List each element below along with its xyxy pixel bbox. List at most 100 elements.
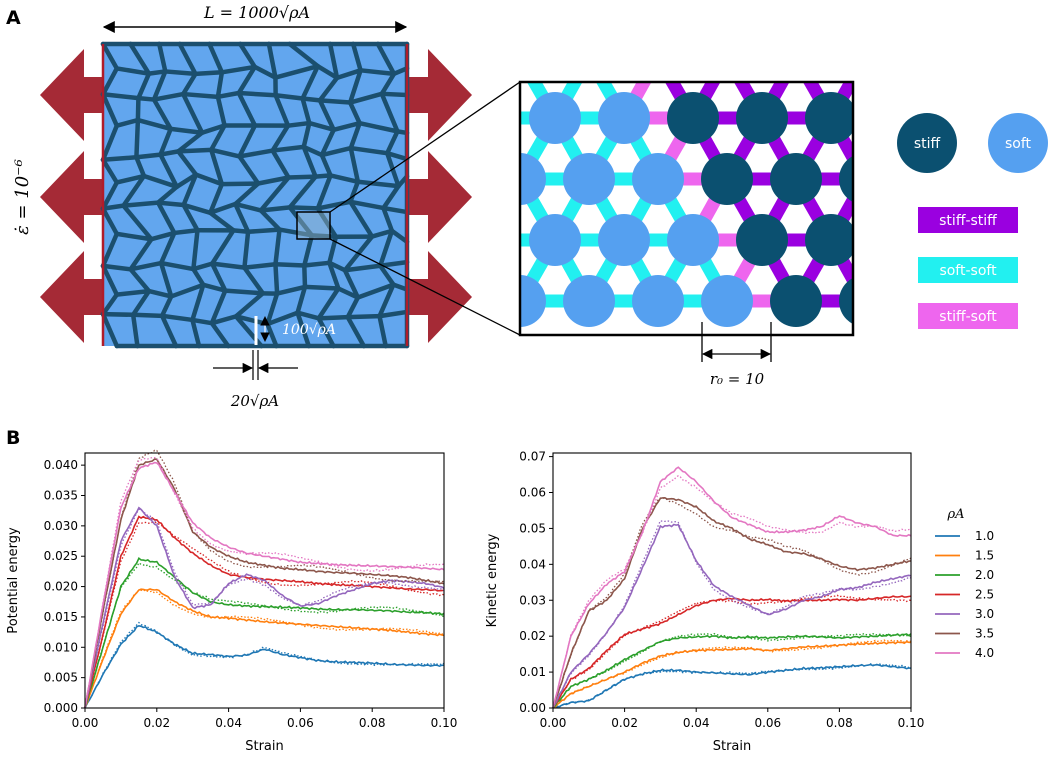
legend-label-3.0: 3.0 [975,607,994,621]
grain-boundary [180,91,205,135]
grain-boundary [301,120,312,150]
length-label: L = 1000√ρA [203,3,310,22]
lattice-bond [520,287,526,301]
grain-boundary [114,231,154,242]
grain-boundary [381,183,401,211]
grain-boundary [327,41,340,81]
grain-boundary [100,206,120,237]
grain-boundary [215,70,225,100]
grain-boundary [357,120,400,134]
grain-boundary [328,173,361,185]
stiff-atom [667,92,719,144]
grain-boundary [135,117,173,132]
series-line-2.0 [84,557,445,709]
y-tick-label: 0.025 [44,549,78,563]
series-line-3.0 [84,506,445,709]
grain-boundary [134,152,163,160]
grain-boundary [277,227,315,238]
y-tick-label: 0.015 [44,610,78,624]
soft-atom [581,82,597,83]
grain-boundary [238,41,258,70]
y-tick-label: 0.05 [519,521,546,535]
grain-boundary [100,123,120,163]
grain-boundary [201,282,228,293]
grain-boundary [300,63,321,101]
grain-boundary [295,310,312,349]
grain-boundary [168,126,205,135]
grain-boundary [177,41,198,77]
strain-rate-label: ε̇ = 10⁻⁶ [12,159,33,235]
grain-boundary [377,263,396,287]
grain-boundary [130,288,152,318]
grain-boundary [215,90,242,100]
soft-atom [520,153,546,205]
stiff-atom [805,92,853,144]
stiff-atom [805,214,853,266]
grain-boundary [347,68,363,105]
grain-boundary [391,282,410,292]
series-line-dotted-1.0 [84,621,445,709]
series-line-dotted-1.0 [552,663,912,709]
series-line-4.0 [84,461,445,708]
stiff-stiff-swatch [918,207,1018,233]
grain-boundary [348,179,361,205]
series-line-dotted-1.5 [84,588,445,708]
grain-boundary [208,181,225,216]
grain-boundary [163,69,198,77]
grain-boundary [193,172,225,187]
grain-boundary [252,64,278,80]
grain-boundary [316,314,350,321]
grain-boundary [151,91,186,102]
grain-boundary [168,282,206,299]
lattice-bond [451,118,486,179]
x-tick-label: 0.00 [72,716,99,730]
grain-boundary [270,144,307,153]
grain-boundary [327,260,341,291]
grain-boundary [121,200,161,208]
grain-boundary [355,179,401,189]
grain-boundary [100,41,120,71]
x-tick-label: 0.10 [898,716,925,730]
series-line-3.5 [84,458,445,709]
lattice-bond [900,57,934,118]
x-tick-label: 0.00 [540,716,567,730]
grain-boundary [336,286,361,300]
legend-title: ρA [946,507,964,522]
left-pull-arrow [40,251,103,343]
grain-boundary [190,317,202,349]
stiff-atom [839,277,853,325]
boundary-width-label: 20√ρA [230,392,279,410]
grain-boundary [181,202,200,233]
grain-boundary [209,147,225,187]
grain-boundary [302,233,315,268]
grain-boundary [180,91,221,100]
stiff-atom [770,275,822,327]
grain-boundary [273,262,307,268]
grain-boundary [342,268,361,300]
grain-boundary [345,314,367,349]
soft-atom [520,82,528,83]
grain-boundary [128,267,152,294]
grain-boundary [237,123,258,159]
grain-boundary [159,313,195,323]
grain-boundary [136,95,157,102]
soft-atom [667,214,719,266]
stiff-soft-swatch [918,303,1018,329]
grain-boundary [315,173,333,211]
panel-b-label: B [6,427,20,449]
grain-boundary [287,205,315,238]
grain-boundary [236,90,278,98]
y-tick-label: 0.030 [44,519,78,533]
grain-boundary [302,263,308,290]
legend-label-2.5: 2.5 [975,588,994,602]
grain-boundary [134,117,141,160]
grain-boundary [181,202,213,216]
grain-boundary [146,288,174,299]
grain-boundary [190,282,206,323]
grain-boundary [381,205,410,215]
right-pull-arrow [407,251,472,343]
stiff-legend-label: stiff [914,136,941,152]
grain-boundary [100,231,120,269]
grain-boundary [300,96,312,126]
